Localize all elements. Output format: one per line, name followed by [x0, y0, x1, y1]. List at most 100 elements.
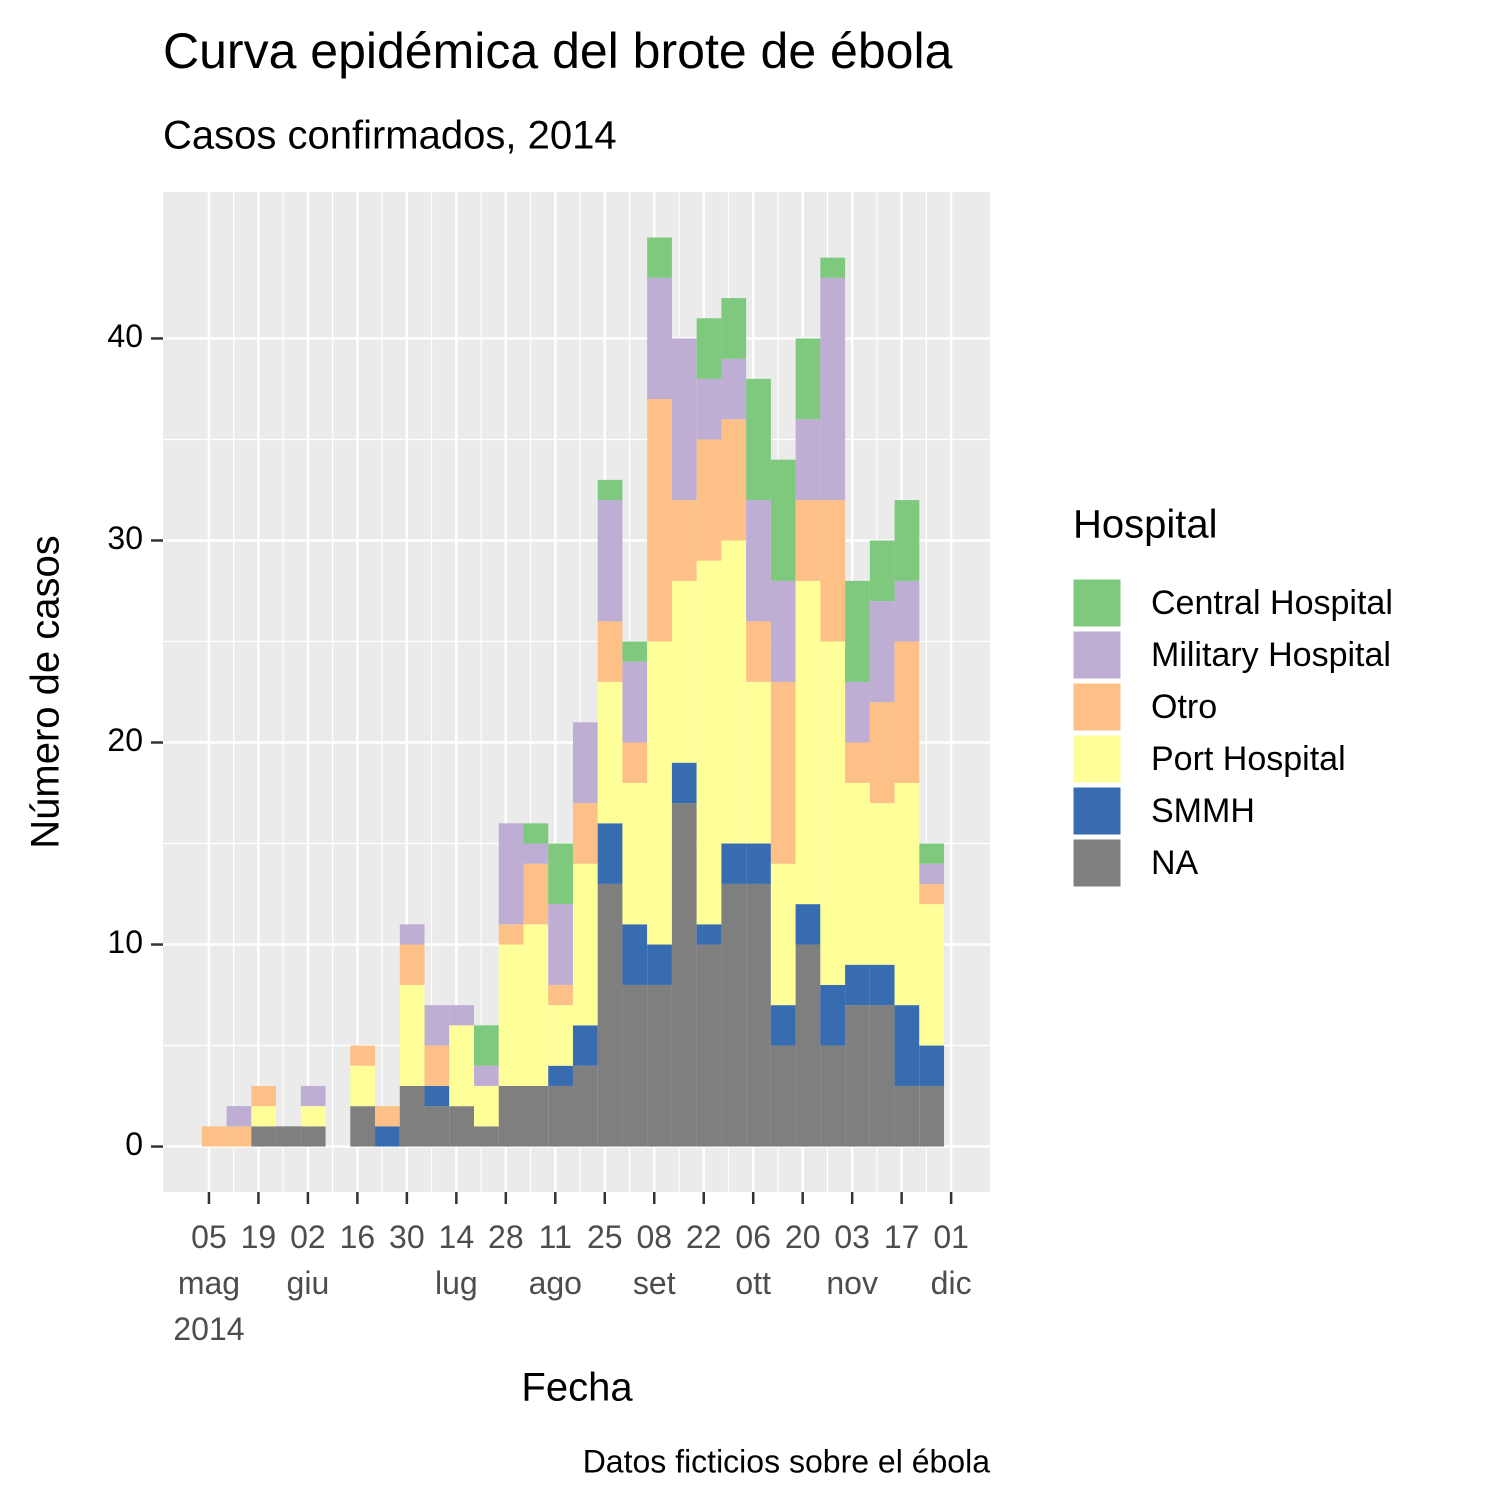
bar-segment	[845, 782, 870, 965]
x-tick-label: 05 mag 2014	[173, 1219, 245, 1347]
bar-segment	[919, 843, 945, 864]
bar-segment	[671, 500, 697, 581]
bar-segment	[572, 1065, 598, 1147]
bar-segment	[869, 702, 895, 804]
bar-segment	[523, 863, 549, 925]
bar-segment	[523, 1085, 549, 1147]
legend-label: SMMH	[1151, 792, 1255, 830]
y-tick-label: 30	[107, 520, 143, 556]
bar-segment	[474, 1085, 499, 1127]
x-tick-label: 08 set	[632, 1219, 676, 1301]
bar-segment	[572, 722, 598, 804]
bar-segment	[647, 641, 672, 945]
bar-segment	[201, 1126, 227, 1147]
bar-segment	[746, 843, 771, 884]
bar-segment	[647, 237, 672, 278]
x-tick-label: 11 ago	[528, 1219, 582, 1301]
bar-segment	[845, 1005, 870, 1147]
bar-segment	[721, 883, 747, 1147]
bar-segment	[251, 1085, 277, 1107]
bar-segment	[845, 580, 870, 682]
legend-swatch	[1072, 786, 1122, 836]
bar-segment	[671, 762, 697, 804]
bar-segment	[869, 540, 895, 602]
bar-segment	[746, 378, 771, 501]
bar-segment	[894, 1085, 920, 1147]
bar-segment	[820, 500, 846, 642]
legend-swatch	[1072, 682, 1122, 732]
x-tick-label: 03 nov	[826, 1219, 878, 1301]
bar-segment	[251, 1106, 277, 1127]
bar-segment	[795, 904, 821, 945]
bar-segment	[869, 803, 895, 965]
bar-segment	[820, 984, 846, 1046]
bar-segment	[647, 984, 672, 1147]
bar-segment	[721, 540, 747, 844]
bar-segment	[424, 1106, 450, 1147]
bar-segment	[845, 681, 870, 743]
bar-segment	[820, 641, 846, 985]
bar-segment	[622, 661, 648, 743]
bar-segment	[572, 803, 598, 864]
x-tick-label: 16	[339, 1219, 376, 1255]
bar-segment	[795, 419, 821, 501]
bar-segment	[795, 944, 821, 1147]
bar-segment	[498, 1085, 524, 1147]
bar-segment	[622, 924, 648, 985]
bar-segment	[474, 1126, 499, 1147]
y-tick-label: 0	[125, 1126, 143, 1162]
bar-segment	[919, 863, 945, 884]
bar-segment	[572, 863, 598, 1026]
bar-segment	[572, 1025, 598, 1066]
bar-segment	[795, 338, 821, 420]
x-tick-label: 14 lug	[434, 1219, 478, 1301]
bar-segment	[276, 1126, 301, 1147]
bar-segment	[721, 298, 747, 359]
y-tick-label: 20	[107, 722, 143, 758]
bar-segment	[449, 1106, 475, 1147]
bar-segment	[523, 924, 549, 1086]
x-tick-label: 17	[883, 1219, 920, 1255]
bar-segment	[770, 863, 796, 1006]
bar-segment	[894, 782, 920, 1006]
bar-segment	[671, 580, 697, 763]
y-axis-title: Número de casos	[24, 535, 68, 848]
bar-segment	[770, 681, 796, 864]
bar-segment	[820, 1045, 846, 1147]
bar-segment	[597, 681, 623, 824]
bar-segment	[869, 1005, 895, 1147]
bar-segment	[795, 580, 821, 905]
bar-segment	[548, 843, 573, 905]
bar-segment	[597, 621, 623, 682]
bar-segment	[647, 399, 672, 642]
bar-segment	[820, 277, 846, 501]
legend-label: NA	[1151, 844, 1199, 882]
bar-segment	[869, 601, 895, 703]
bar-segment	[474, 1065, 499, 1086]
bar-segment	[647, 944, 672, 985]
bar-segment	[869, 964, 895, 1006]
bar-segment	[770, 459, 796, 581]
bar-segment	[375, 1126, 400, 1147]
bar-segment	[350, 1065, 376, 1107]
bar-segment	[622, 782, 648, 925]
bar-segment	[622, 742, 648, 783]
bar-segment	[746, 500, 771, 622]
bar-segment	[647, 277, 672, 400]
bar-segment	[449, 1005, 475, 1026]
caption: Datos ficticios sobre el ébola	[583, 1443, 991, 1479]
bar-segment	[696, 944, 722, 1147]
bar-segment	[671, 338, 697, 501]
bar-segment	[597, 823, 623, 884]
bar-segment	[721, 843, 747, 884]
bar-segment	[746, 883, 771, 1147]
bar-segment	[919, 1085, 945, 1147]
bar-segment	[449, 1025, 475, 1107]
bar-segment	[894, 1005, 920, 1086]
legend-swatch	[1072, 578, 1122, 628]
bar-segment	[696, 378, 722, 440]
bar-segment	[696, 560, 722, 925]
y-tick-label: 40	[107, 318, 143, 354]
bar-segment	[498, 823, 524, 925]
